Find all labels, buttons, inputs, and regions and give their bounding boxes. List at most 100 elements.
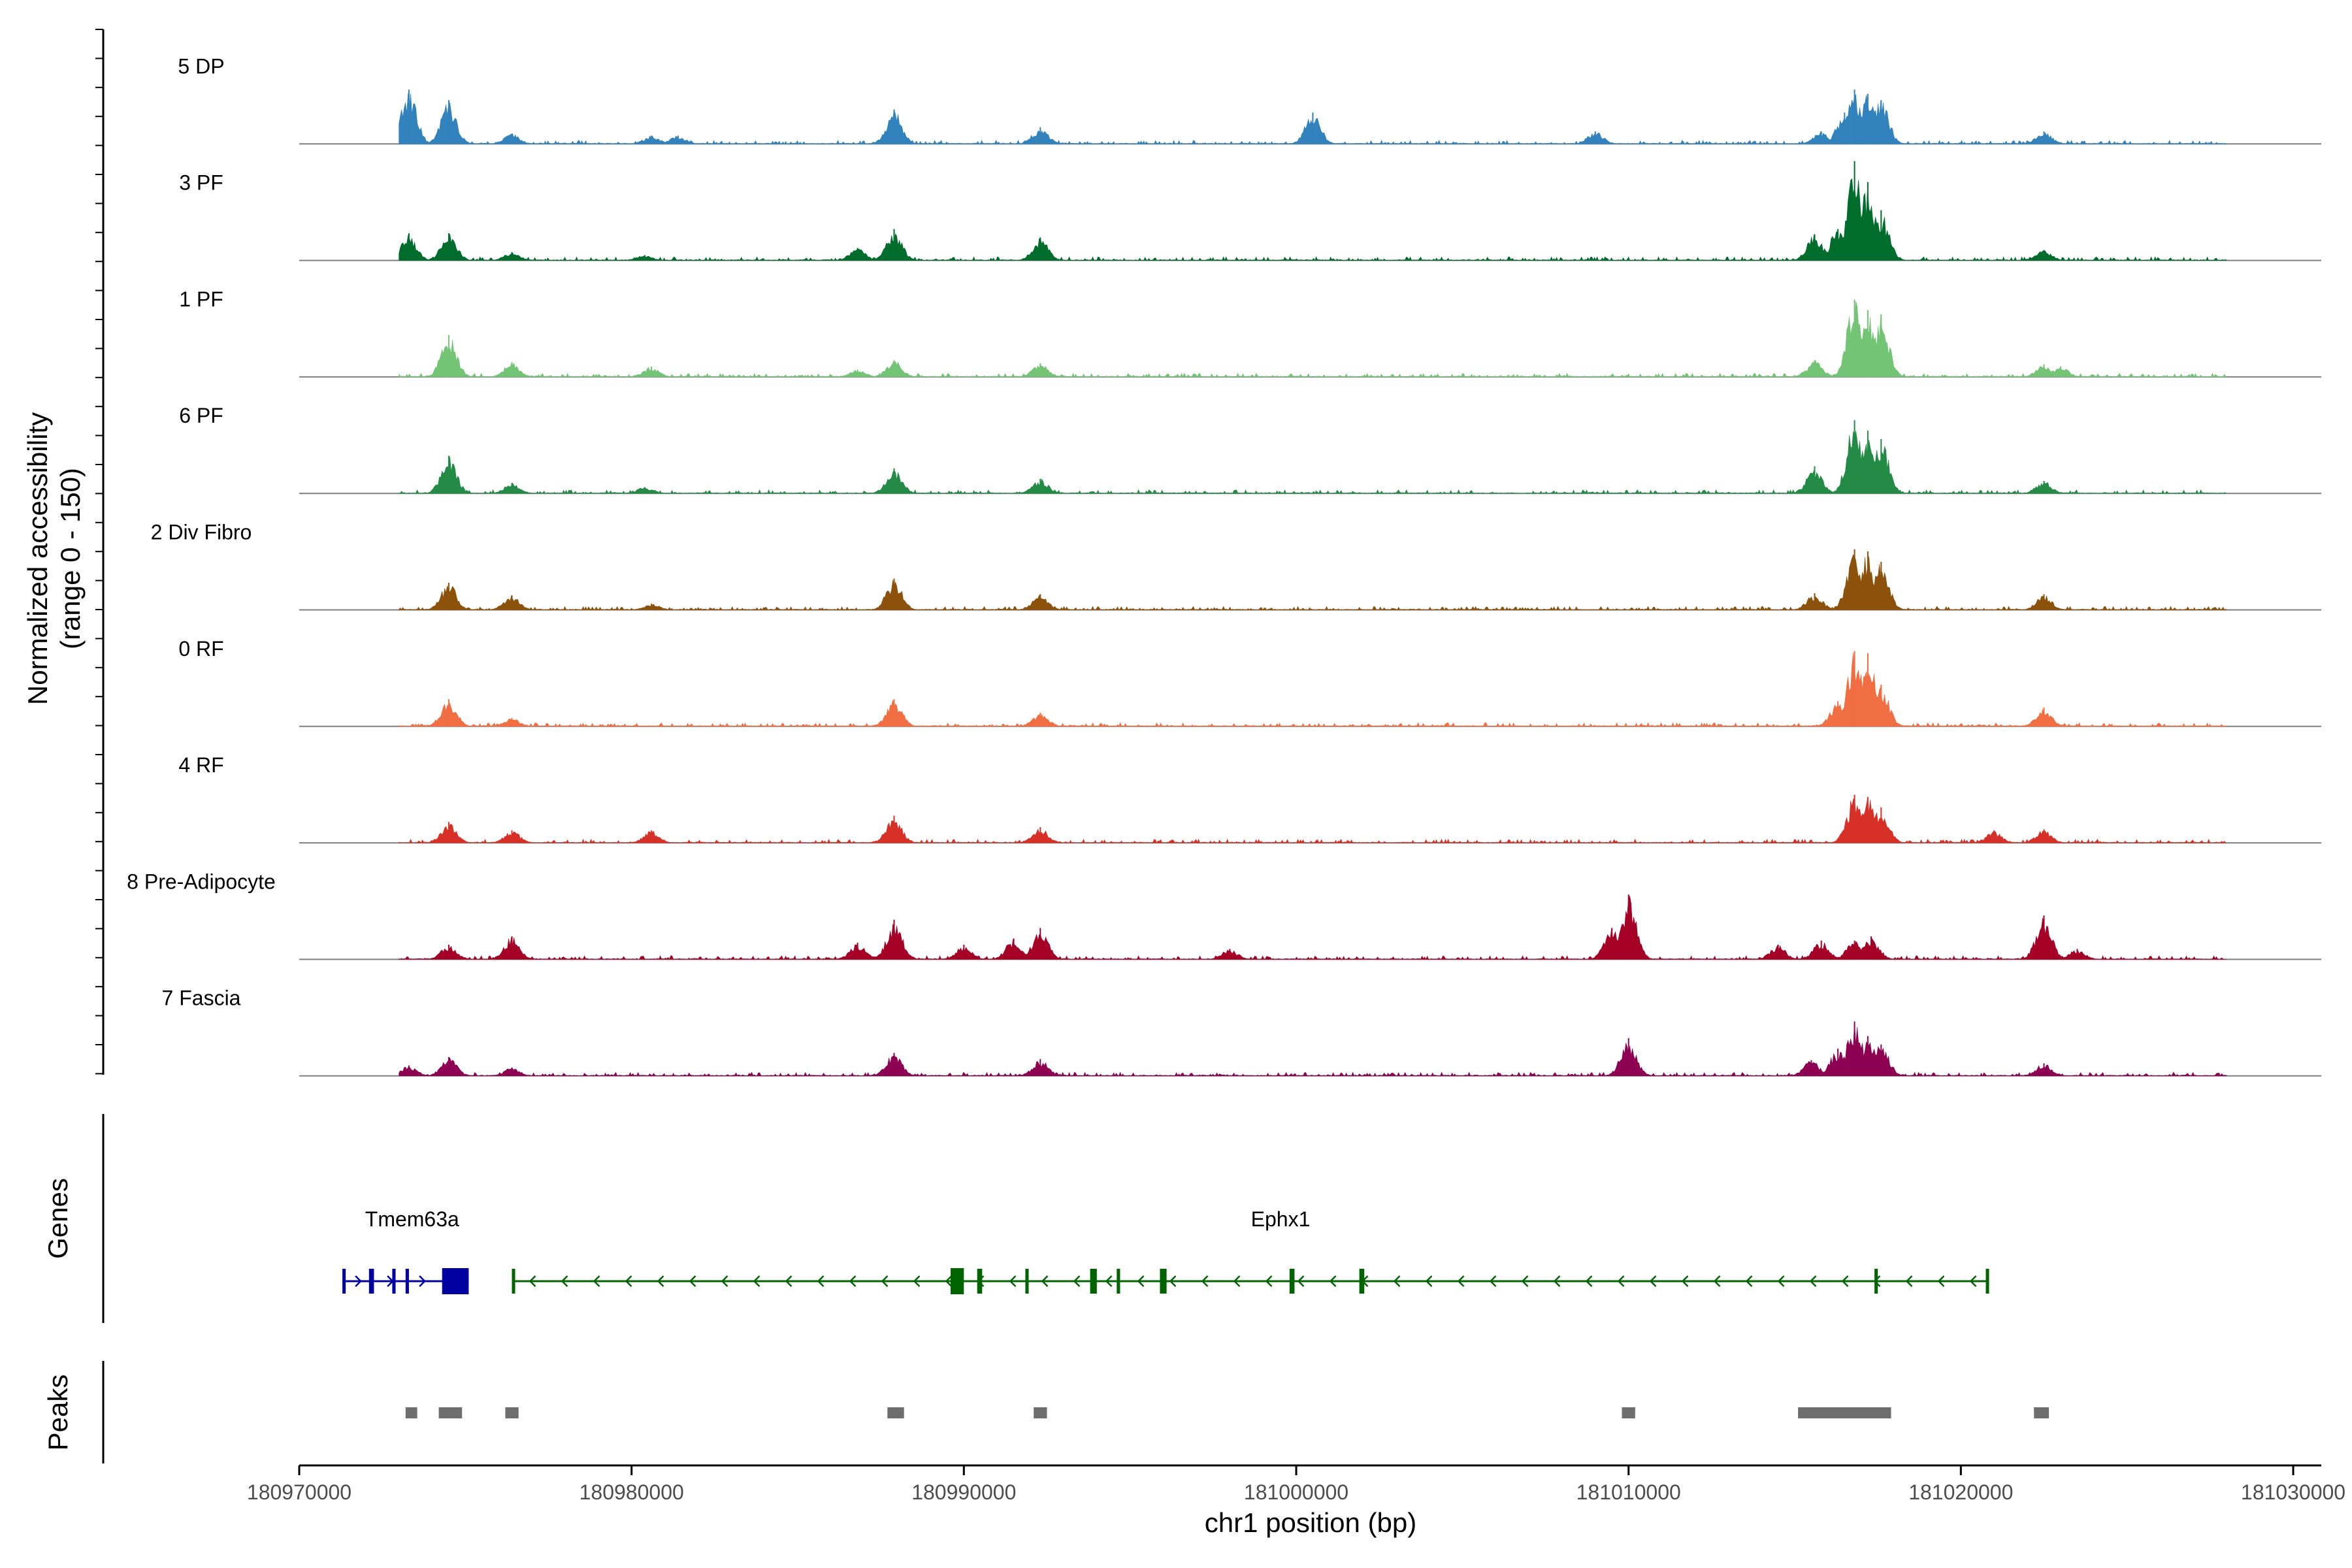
coverage-peak [1039,827,1041,843]
peak-region [2034,1407,2050,1418]
strand-arrow [849,1275,857,1287]
peak-region [505,1407,519,1418]
track-0-rf: 0 RF [178,637,2321,727]
coverage-peak [1870,936,1872,960]
coverage-peak [408,1065,410,1076]
coverage-peak [644,487,645,494]
coverage-peak [1854,940,1855,960]
coverage-peak [857,942,858,960]
gene-exon [1160,1269,1167,1294]
coverage-peak [1854,651,1855,727]
coverage-peak [1814,466,1816,494]
x-axis-title: chr1 position (bp) [1205,1507,1417,1538]
peak-region [1798,1407,1891,1418]
coverage-peak [1867,653,1869,727]
strand-arrow [1169,1275,1177,1287]
coverage-peak [644,255,645,261]
coverage-peak [1854,90,1855,144]
x-tick-label: 181000000 [1244,1480,1348,1504]
coverage-peak [2043,708,2045,727]
coverage-peak [2043,250,2045,261]
coverage-peak [1627,1038,1629,1076]
coverage-peak [677,135,679,144]
coverage-tracks: 5 DP 3 PF 1 PF 6 PF 2 Div Fibro 0 RF 4 RF 8 Pre… [127,54,2321,1077]
gene-exon [1359,1269,1365,1294]
coverage-peak [1837,1049,1839,1076]
coverage-peak [1867,182,1869,261]
coverage-peak [2076,949,2078,960]
strand-arrow [1297,1275,1305,1287]
gene-label: Tmem63a [365,1207,459,1231]
x-tick-label: 181010000 [1576,1480,1681,1504]
peak-regions-track [405,1407,2050,1418]
coverage-peak [448,945,449,960]
coverage-peak [1867,93,1869,144]
coverage-peak [1820,131,1822,144]
coverage-peak [1814,234,1816,261]
strand-arrow [1393,1275,1401,1287]
gene-exon [1117,1269,1120,1294]
strand-arrow [1233,1275,1241,1287]
coverage-peak [2043,915,2045,960]
strand-arrow [529,1275,536,1287]
coverage-peak [1880,561,1882,610]
strand-arrow [1745,1275,1753,1287]
strand-arrow [1201,1275,1209,1287]
strand-arrow [753,1275,760,1287]
gene-exon [368,1269,374,1294]
x-tick-label: 181030000 [2241,1480,2345,1504]
coverage-area [399,554,2228,611]
coverage-peak [1594,131,1596,144]
coverage-peak [1993,830,1995,843]
peak-region [1034,1407,1047,1418]
coverage-peak [1013,938,1015,960]
coverage-peak [2043,364,2045,377]
strand-arrow [1937,1275,1945,1287]
strand-arrow [1137,1275,1145,1287]
strand-arrow [1073,1275,1081,1287]
coverage-peak [2043,131,2045,144]
coverage-peak [2059,366,2061,377]
coverage-peak [408,233,410,261]
strand-arrow [1521,1275,1529,1287]
coverage-peak [1820,940,1822,960]
coverage-peak [1854,794,1855,843]
gene-exon [442,1268,469,1294]
coverage-peak [511,362,513,377]
x-tick-label: 181020000 [1908,1480,2013,1504]
coverage-area [399,178,2228,261]
coverage-peak [511,1067,513,1076]
coverage-peak [651,603,653,610]
gene-ephx1: Ephx1 [512,1207,1989,1294]
y-axis-title-line1: Normalized accessibility [22,412,53,705]
strand-arrow [657,1275,664,1287]
coverage-peak [1880,807,1882,843]
track-1-pf: 1 PF [179,287,2321,378]
peaks-panel-label: Peaks [42,1375,73,1451]
strand-arrow [785,1275,792,1287]
strand-arrow [419,1275,426,1287]
coverage-y-axis [95,29,105,1075]
strand-arrow [1041,1275,1049,1287]
strand-arrow [1617,1275,1625,1287]
coverage-peak [511,252,513,261]
track-label: 0 RF [178,637,223,661]
coverage-area [399,301,2227,378]
coverage-peak [511,483,513,494]
coverage-peak [1039,1059,1041,1076]
x-tick-label: 180980000 [580,1480,684,1504]
coverage-peak [448,100,449,144]
track-label: 7 Fascia [162,987,241,1010]
coverage-peak [511,595,513,610]
coverage-peak [1039,594,1041,610]
coverage-peak [2043,594,2045,610]
x-tick-label: 180990000 [911,1480,1016,1504]
coverage-peak [1880,684,1882,727]
coverage-peak [1039,478,1041,494]
coverage-peak [893,699,895,727]
coverage-peak [1854,420,1855,494]
gene-exon [977,1269,983,1294]
coverage-area [399,797,2227,843]
coverage-peak [448,699,449,727]
